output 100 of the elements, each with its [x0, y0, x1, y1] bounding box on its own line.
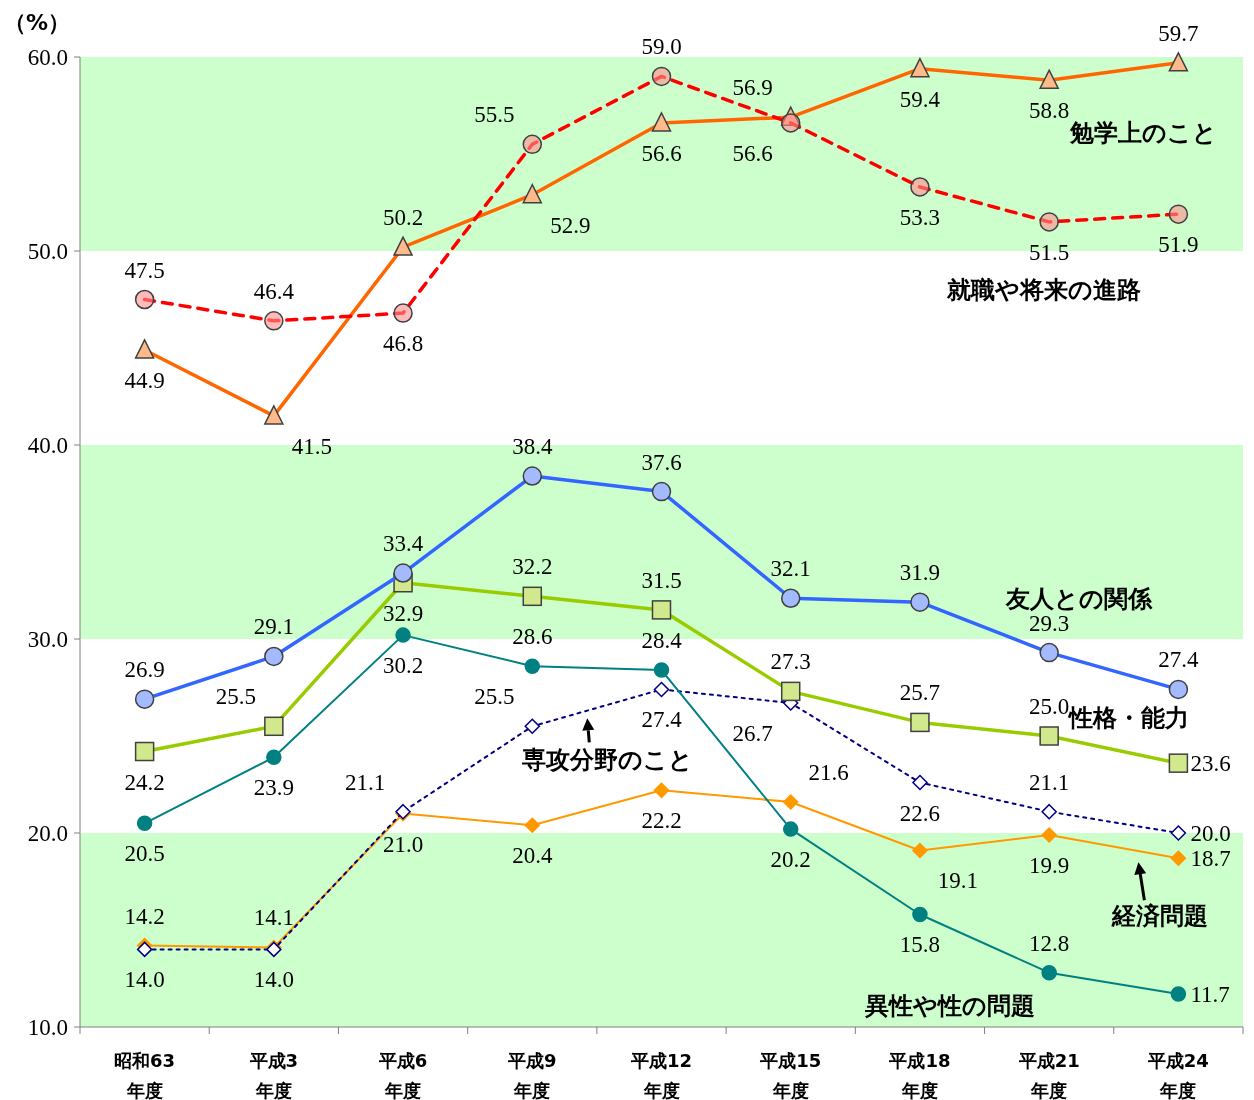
data-label: 59.4 — [899, 86, 941, 112]
point — [782, 794, 799, 810]
data-label: 46.4 — [253, 278, 295, 304]
x-tick-label: 平成24 年度 — [1146, 1050, 1209, 1100]
data-label: 52.9 — [550, 212, 591, 238]
point — [653, 662, 670, 678]
series-label: 専攻分野のこと — [520, 746, 693, 775]
y-axis-title: （%） — [4, 10, 71, 35]
data-label: 27.4 — [1158, 647, 1200, 673]
point — [1170, 986, 1187, 1002]
data-label: 14.0 — [253, 967, 294, 993]
data-label: 21.1 — [344, 769, 386, 795]
data-label: 14.2 — [124, 903, 165, 929]
data-label: 21.6 — [808, 759, 849, 785]
data-label: 18.7 — [1190, 846, 1231, 872]
data-label: 25.5 — [215, 684, 256, 710]
data-label: 32.1 — [770, 556, 811, 582]
data-label: 56.9 — [732, 75, 773, 101]
data-label: 51.9 — [1158, 232, 1199, 258]
data-label: 15.8 — [899, 932, 941, 958]
x-tick-label: 平成15 年度 — [759, 1050, 822, 1100]
y-tick-label: 60.0 — [27, 45, 68, 70]
x-tick-label: 平成6 年度 — [377, 1050, 428, 1100]
data-label: 41.5 — [291, 433, 332, 459]
data-label: 56.6 — [641, 140, 682, 166]
data-label: 27.3 — [770, 649, 811, 675]
data-label: 32.9 — [382, 600, 424, 626]
data-label: 47.5 — [124, 257, 165, 283]
data-label: 26.7 — [732, 721, 773, 747]
y-tick-label: 10.0 — [27, 1015, 68, 1040]
data-label: 29.3 — [1029, 610, 1070, 636]
data-label: 44.9 — [124, 367, 165, 393]
point — [1170, 850, 1187, 866]
point — [912, 842, 928, 859]
x-tick-label: 平成12 年度 — [629, 1050, 693, 1100]
point — [782, 821, 799, 837]
data-label: 50.2 — [382, 205, 424, 231]
data-label: 19.1 — [937, 868, 979, 894]
point — [1041, 803, 1057, 820]
y-tick-label: 40.0 — [27, 433, 68, 458]
data-label: 56.6 — [732, 140, 773, 166]
data-label: 53.3 — [899, 204, 941, 230]
x-tick-label: 平成21 年度 — [1017, 1050, 1080, 1100]
point — [524, 718, 541, 735]
series-label: 異性や性の問題 — [863, 992, 1035, 1021]
point — [912, 774, 928, 791]
x-tick-label: 平成3 年度 — [248, 1050, 299, 1100]
point — [136, 941, 153, 958]
point — [912, 906, 928, 923]
data-label: 11.7 — [1190, 982, 1230, 1008]
y-tick-label: 30.0 — [27, 627, 68, 652]
data-label: 26.9 — [124, 657, 165, 683]
data-label: 59.0 — [641, 34, 682, 60]
x-tick-label: 平成9 年度 — [507, 1050, 557, 1100]
data-label: 51.5 — [1029, 239, 1070, 265]
point — [653, 782, 670, 799]
data-label: 20.0 — [1190, 821, 1231, 846]
point — [395, 627, 411, 643]
data-label: 25.5 — [474, 684, 515, 710]
data-label: 29.1 — [253, 614, 294, 640]
data-label: 38.4 — [512, 434, 553, 460]
data-label: 14.0 — [124, 967, 165, 993]
point — [266, 749, 282, 766]
data-label: 14.1 — [253, 905, 294, 931]
data-label: 32.2 — [512, 554, 553, 580]
data-label: 22.2 — [641, 808, 682, 834]
data-label: 20.5 — [124, 841, 165, 867]
y-tick-label: 50.0 — [27, 239, 68, 264]
data-label: 28.4 — [641, 628, 683, 654]
point — [136, 815, 153, 832]
series-label: 経済問題 — [1111, 902, 1209, 931]
data-label: 33.4 — [382, 531, 424, 557]
series-label: 勉学上のこと — [1068, 118, 1217, 147]
x-tick-label: 昭和63 年度 — [114, 1050, 176, 1100]
point — [524, 817, 541, 833]
point — [653, 681, 670, 698]
data-label: 46.8 — [382, 331, 424, 357]
data-label: 58.8 — [1029, 98, 1070, 124]
point — [1041, 827, 1057, 843]
data-label: 20.2 — [770, 847, 811, 873]
data-label: 24.2 — [124, 769, 165, 795]
data-label: 55.5 — [474, 102, 515, 128]
data-label: 23.9 — [253, 775, 294, 801]
data-label: 30.2 — [382, 653, 424, 679]
data-label: 28.6 — [512, 624, 553, 650]
x-tick-label: 平成18 年度 — [888, 1050, 951, 1100]
data-label: 22.6 — [899, 800, 941, 826]
data-label: 27.4 — [641, 707, 683, 733]
data-label: 23.6 — [1190, 751, 1231, 777]
text: 就職や将来の進路 — [946, 275, 1142, 304]
point — [1041, 964, 1057, 981]
point — [524, 658, 541, 674]
y-tick-label: 20.0 — [27, 821, 68, 846]
series-label: 友人との関係 — [1005, 584, 1154, 613]
data-label: 59.7 — [1158, 20, 1199, 46]
data-label: 21.0 — [382, 831, 424, 857]
data-label: 20.4 — [512, 843, 553, 869]
data-label: 12.8 — [1029, 930, 1070, 956]
data-label: 31.9 — [899, 560, 941, 586]
data-label: 37.6 — [641, 449, 682, 475]
